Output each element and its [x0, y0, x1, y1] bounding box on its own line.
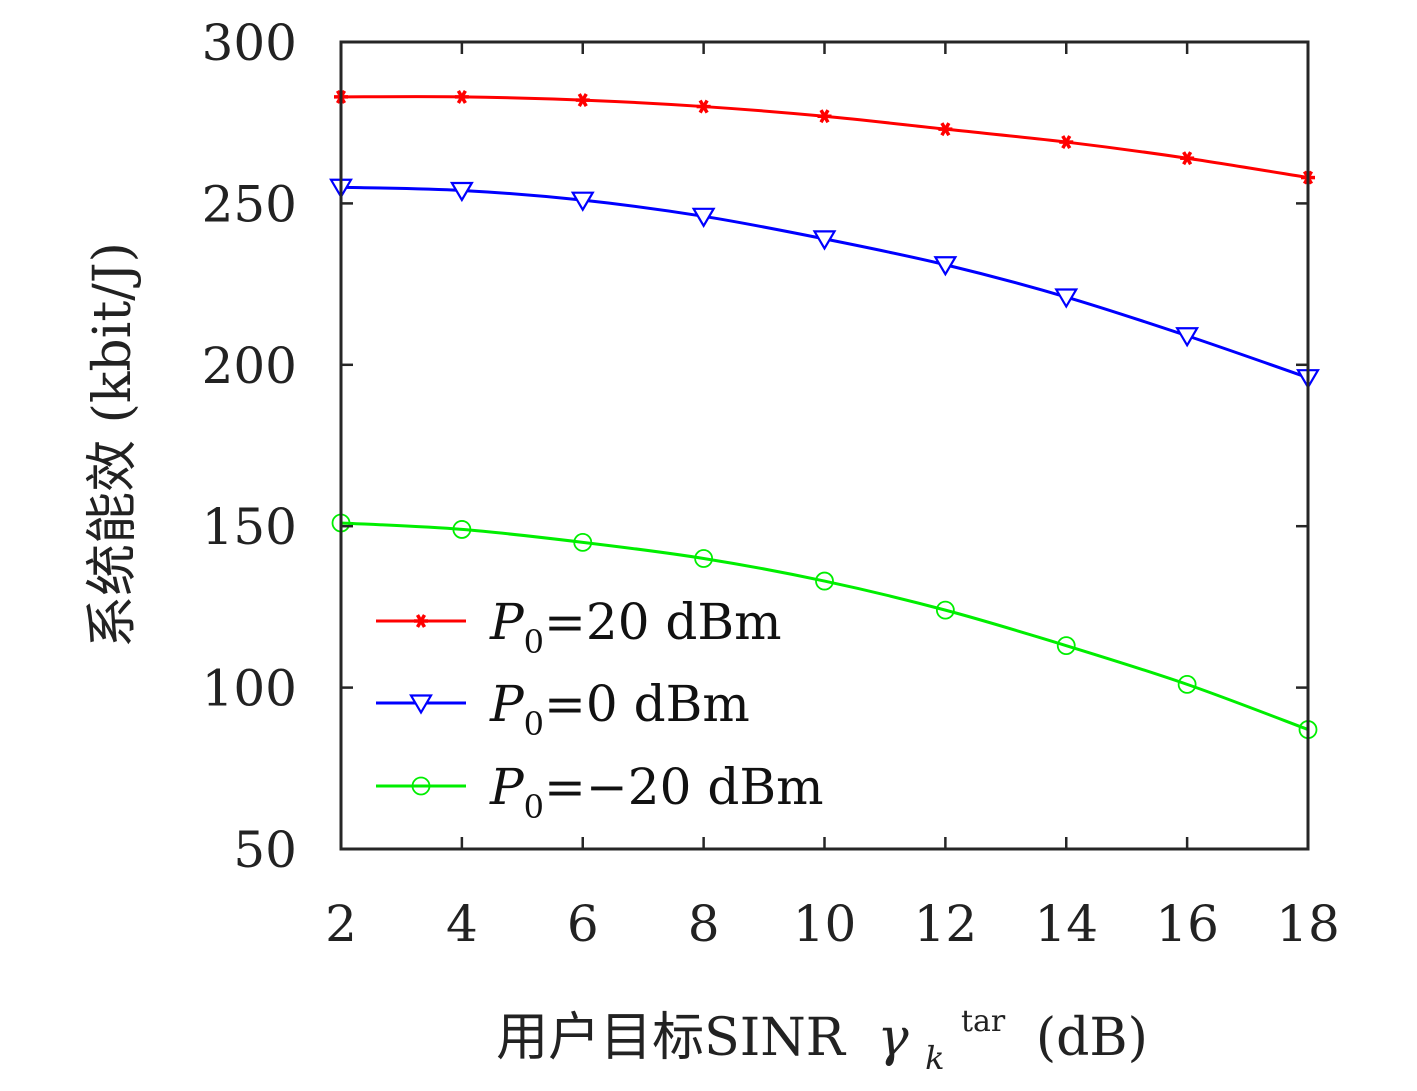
- data-point-0-5: [938, 122, 953, 137]
- x-axis-label-sup: tar: [961, 1004, 1006, 1039]
- data-point-0-3: [696, 99, 711, 114]
- triangle-shape: [1175, 327, 1200, 348]
- x-tick-label-6: 14: [1034, 895, 1098, 953]
- asterisk-stroke: [819, 109, 830, 124]
- series-2: [331, 513, 1318, 739]
- x-tick-label-0: 2: [325, 895, 357, 953]
- x-axis-label-unit: (dB): [1036, 1008, 1148, 1068]
- circle-shape: [815, 571, 834, 591]
- data-point-0-4: [817, 109, 832, 124]
- asterisk-stroke: [1061, 135, 1072, 150]
- data-point-2-7: [1177, 674, 1197, 694]
- asterisk-stroke: [940, 122, 951, 137]
- legend-marker-0: [414, 614, 428, 628]
- legend-entry-2: P0=−20 dBm: [376, 758, 823, 826]
- data-point-2-2: [573, 532, 593, 552]
- x-tick-label-7: 16: [1155, 895, 1219, 953]
- circle-shape: [573, 532, 593, 552]
- legend-label-sub: 0: [524, 623, 544, 661]
- legend-marker-1: [409, 694, 433, 715]
- data-point-1-2: [570, 191, 595, 212]
- x-axis-label-sub: k: [925, 1039, 944, 1077]
- circle-shape: [411, 776, 431, 796]
- data-point-1-1: [449, 181, 474, 203]
- legend-label-0: P0=20 dBm: [489, 593, 782, 661]
- data-point-0-2: [575, 93, 590, 108]
- data-point-0-6: [1059, 135, 1074, 150]
- circle-shape: [1056, 636, 1076, 656]
- data-point-1-7: [1175, 327, 1200, 348]
- axis-titles: 系统能效 (kbit/J) 用户目标SINR γ k tar (dB): [83, 242, 1148, 1082]
- data-point-0-1: [454, 89, 469, 104]
- data-point-2-1: [452, 520, 472, 539]
- legend-label-main: P: [489, 593, 525, 651]
- circle-shape: [694, 549, 714, 568]
- data-point-2-6: [1056, 636, 1076, 656]
- legend-label-1: P0=0 dBm: [489, 675, 750, 743]
- triangle-shape: [570, 191, 595, 212]
- series-1: [329, 178, 1320, 390]
- x-tick-label-3: 8: [688, 895, 720, 953]
- data-point-2-3: [694, 549, 714, 568]
- plot-frame: [339, 40, 1310, 851]
- data-point-2-4: [815, 571, 834, 591]
- series-line-2: [340, 521, 1309, 731]
- plot-layer: [329, 89, 1320, 739]
- triangle-shape: [812, 230, 837, 251]
- y-tick-label-3: 200: [202, 337, 297, 395]
- asterisk-stroke: [1182, 151, 1193, 166]
- x-tick-label-1: 4: [446, 895, 478, 953]
- triangle-shape: [691, 207, 716, 228]
- data-point-1-6: [1054, 288, 1079, 309]
- data-point-1-3: [691, 207, 716, 228]
- legend-label-rest: =0 dBm: [544, 675, 750, 733]
- x-axis-label-symbol: γ: [877, 1008, 909, 1068]
- series-line-1: [340, 185, 1309, 380]
- triangle-shape: [409, 694, 433, 715]
- legend-label-sub: 0: [524, 788, 544, 826]
- legend-label-main: P: [489, 675, 525, 733]
- series-line-0: [340, 95, 1309, 180]
- y-tick-label-2: 150: [202, 498, 297, 556]
- triangle-shape: [1054, 288, 1079, 309]
- legend-label-main: P: [489, 758, 525, 816]
- data-point-0-7: [1180, 151, 1195, 166]
- data-point-2-5: [935, 600, 955, 620]
- circle-shape: [1177, 674, 1197, 694]
- legend-label-rest: =20 dBm: [544, 593, 782, 651]
- asterisk-stroke: [456, 89, 467, 104]
- x-tick-label-5: 12: [914, 895, 978, 953]
- asterisk-stroke: [698, 99, 709, 114]
- series-0: [334, 89, 1315, 185]
- data-point-1-5: [933, 256, 958, 277]
- legend-label-sub: 0: [524, 705, 544, 743]
- triangle-shape: [933, 256, 958, 277]
- triangle-shape: [449, 181, 474, 203]
- y-axis-label: 系统能效 (kbit/J): [83, 242, 143, 648]
- legend-marker-2: [411, 776, 431, 796]
- x-axis-label: 用户目标SINR γ k tar (dB): [496, 984, 1148, 1082]
- x-axis-label-text: 用户目标SINR: [496, 1008, 847, 1068]
- axes-layer: 2 4 6 8 10 12 14 16 18 50 100 150 200 250 300: [202, 14, 1340, 953]
- circle-shape: [935, 600, 955, 620]
- legend-label-rest: =−20 dBm: [544, 758, 823, 816]
- x-tick-label-4: 10: [793, 895, 857, 953]
- y-tick-label-0: 50: [233, 821, 297, 879]
- data-point-1-4: [812, 230, 837, 251]
- y-tick-label-1: 100: [202, 660, 297, 718]
- legend-entry-0: P0=20 dBm: [376, 593, 782, 661]
- legend-label-2: P0=−20 dBm: [489, 758, 823, 826]
- legend-entry-1: P0=0 dBm: [376, 675, 750, 743]
- y-tick-label-5: 300: [202, 14, 297, 72]
- x-tick-label-8: 18: [1276, 895, 1340, 953]
- circle-shape: [452, 520, 472, 539]
- asterisk-stroke: [577, 93, 588, 108]
- y-tick-label-4: 250: [202, 175, 297, 233]
- asterisk-stroke: [415, 614, 427, 628]
- x-tick-label-2: 6: [567, 895, 599, 953]
